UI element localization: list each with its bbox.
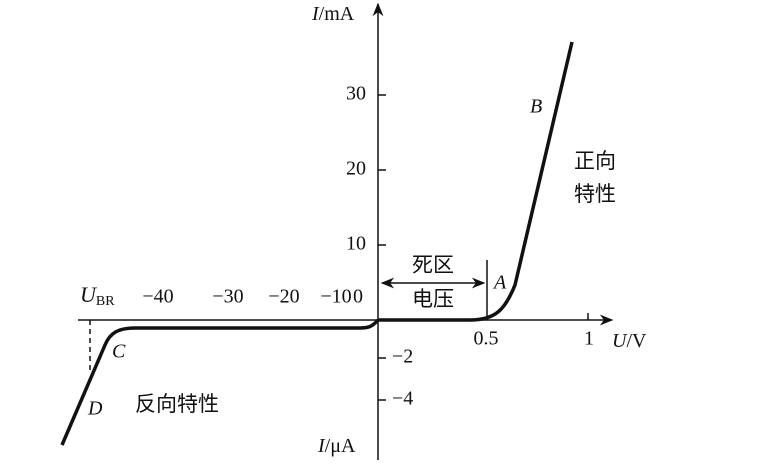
reverse-label: 反向特性 [135,392,219,416]
forward-curve [378,41,574,322]
x-tick-label: −30 [212,286,243,308]
dead-zone-label: 电压 [412,287,454,311]
dead-zone-label: 死区 [412,253,454,277]
y-bottom-label: I/μA [317,435,356,457]
symbol: I [311,3,320,25]
origin-label: 0 [353,286,363,308]
y-tick-label: −4 [392,388,413,410]
x-label: U/V [612,330,647,352]
unit: /V [626,330,647,352]
symbol: U [612,330,628,352]
x-tick-label: −10 [320,286,351,308]
reverse-curve [60,318,380,446]
x-tick-label: −40 [142,286,173,308]
point-label: B [530,96,542,118]
unit: /mA [319,3,355,25]
point-label: A [492,272,507,294]
symbol: U [80,282,98,307]
tick-marks [378,94,589,401]
symbol: I [317,435,326,457]
y-tick-label: −2 [392,346,413,368]
unit: /μA [325,435,356,457]
x-tick-label: 1 [584,328,594,350]
x-tick-label: −20 [268,286,299,308]
subscript: BR [96,294,115,309]
point-label: C [112,341,126,363]
forward-label: 正向 [574,149,616,173]
y-tick-label: 20 [346,158,366,180]
y-tick-label: 30 [346,83,366,105]
x-tick-label: 0.5 [474,328,499,350]
point-label: D [87,398,103,420]
forward-label: 特性 [574,182,616,206]
y-tick-label: 10 [346,233,366,255]
breakdown-label: UBR [80,282,115,309]
y-top-label: I/mA [311,3,355,25]
